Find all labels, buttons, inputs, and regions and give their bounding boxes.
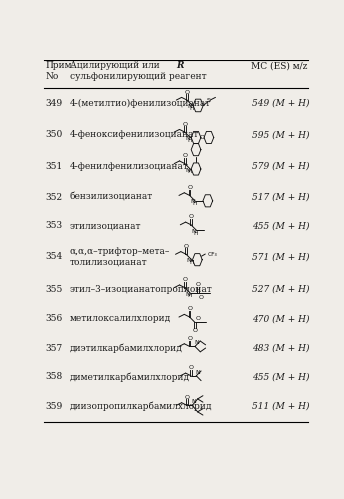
Text: 549 (M + H): 549 (M + H) <box>252 99 310 108</box>
Text: 455 (M + H): 455 (M + H) <box>252 372 310 381</box>
Text: CF₃: CF₃ <box>208 251 217 256</box>
Text: 351: 351 <box>46 162 63 171</box>
Text: 595 (M + H): 595 (M + H) <box>252 130 310 139</box>
Text: N: N <box>196 370 201 375</box>
Text: O: O <box>189 365 193 370</box>
Text: 356: 356 <box>46 314 63 323</box>
Text: диэтилкарбамилхлорид: диэтилкарбамилхлорид <box>69 343 183 353</box>
Text: N: N <box>187 104 192 109</box>
Text: 354: 354 <box>46 252 63 261</box>
Text: МС (ES) м/z: МС (ES) м/z <box>251 61 307 70</box>
Text: Прим.
No: Прим. No <box>46 61 75 81</box>
Text: α,α,α–трифтор–мета–
толилизоцианат: α,α,α–трифтор–мета– толилизоцианат <box>69 248 170 266</box>
Text: 571 (M + H): 571 (M + H) <box>252 252 310 261</box>
Text: 359: 359 <box>46 402 63 411</box>
Text: N: N <box>185 291 190 296</box>
Text: O: O <box>192 328 197 333</box>
Text: O: O <box>187 306 192 311</box>
Text: 355: 355 <box>46 285 63 294</box>
Text: S: S <box>207 98 211 103</box>
Text: 517 (M + H): 517 (M + H) <box>252 193 310 202</box>
Text: этил–3–изоцианатопропионат: этил–3–изоцианатопропионат <box>69 285 212 294</box>
Text: N: N <box>190 200 195 205</box>
Text: диизопропилкарбамилхлорид: диизопропилкарбамилхлорид <box>69 402 212 411</box>
Text: 511 (M + H): 511 (M + H) <box>252 402 310 411</box>
Text: O: O <box>200 135 205 140</box>
Text: Ацилирующий или
сульфонилирующий реагент: Ацилирующий или сульфонилирующий реагент <box>69 61 206 81</box>
Text: O: O <box>187 185 192 190</box>
Text: O: O <box>196 282 201 287</box>
Text: O: O <box>184 89 190 94</box>
Text: 470 (M + H): 470 (M + H) <box>252 314 310 323</box>
Text: диметилкарбамилхлорид: диметилкарбамилхлорид <box>69 372 190 382</box>
Text: O: O <box>184 244 189 249</box>
Text: O: O <box>182 153 187 158</box>
Text: бензилизоцианат: бензилизоцианат <box>69 193 153 202</box>
Text: O: O <box>184 395 190 400</box>
Text: 483 (M + H): 483 (M + H) <box>252 343 310 353</box>
Text: 4-феноксифенилизоцианат: 4-феноксифенилизоцианат <box>69 130 199 139</box>
Text: H: H <box>194 231 198 236</box>
Text: 455 (M + H): 455 (M + H) <box>252 222 310 231</box>
Text: H: H <box>187 170 192 175</box>
Text: 579 (M + H): 579 (M + H) <box>252 162 310 171</box>
Text: H: H <box>190 106 194 111</box>
Text: 4-фенилфенилизоцианат: 4-фенилфенилизоцианат <box>69 162 189 171</box>
Text: O: O <box>195 316 201 321</box>
Text: N: N <box>192 399 196 404</box>
Text: N: N <box>186 258 191 263</box>
Text: O: O <box>182 277 187 282</box>
Text: 349: 349 <box>46 99 63 108</box>
Text: 350: 350 <box>46 130 63 139</box>
Text: 353: 353 <box>46 222 63 231</box>
Text: N: N <box>194 340 199 345</box>
Text: H: H <box>192 201 197 206</box>
Text: 357: 357 <box>46 343 63 353</box>
Text: 352: 352 <box>46 193 63 202</box>
Text: N: N <box>185 168 190 173</box>
Text: H: H <box>187 293 192 298</box>
Text: 358: 358 <box>46 372 63 381</box>
Text: O: O <box>182 122 187 127</box>
Text: H: H <box>187 138 192 143</box>
Text: N: N <box>191 229 196 234</box>
Text: H: H <box>189 260 193 265</box>
Text: N: N <box>185 136 190 141</box>
Text: 4-(метилтио)фенилизоцианат: 4-(метилтио)фенилизоцианат <box>69 99 211 108</box>
Text: O: O <box>198 295 204 300</box>
Text: 527 (M + H): 527 (M + H) <box>252 285 310 294</box>
Text: этилизоцианат: этилизоцианат <box>69 222 141 231</box>
Text: R: R <box>176 61 184 70</box>
Text: O: O <box>187 336 192 341</box>
Text: метилоксалилхлорид: метилоксалилхлорид <box>69 314 171 323</box>
Text: O: O <box>189 214 193 219</box>
